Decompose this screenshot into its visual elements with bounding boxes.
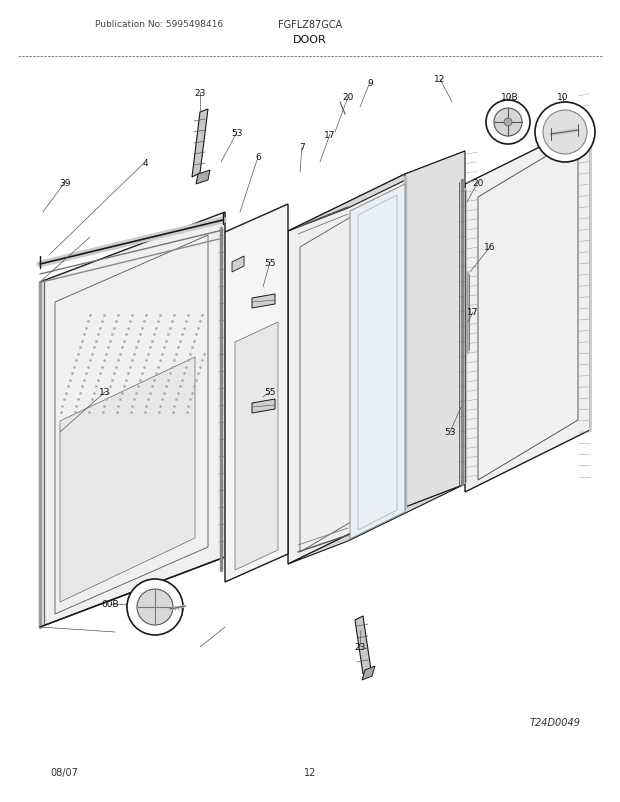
Polygon shape (405, 152, 465, 508)
Text: 20: 20 (472, 178, 484, 187)
Text: 60B: 60B (101, 600, 119, 609)
Text: 39: 39 (60, 178, 71, 187)
Text: 23: 23 (354, 642, 366, 652)
Text: 4: 4 (142, 158, 148, 168)
Text: 10: 10 (557, 92, 569, 101)
Circle shape (486, 101, 530, 145)
Text: 10B: 10B (501, 92, 519, 101)
Text: 17: 17 (324, 131, 336, 140)
Circle shape (127, 579, 183, 635)
Text: 53: 53 (231, 128, 243, 137)
Text: 7: 7 (299, 144, 305, 152)
Text: 20: 20 (342, 93, 353, 103)
Circle shape (535, 103, 595, 163)
Text: 13: 13 (99, 388, 111, 397)
Polygon shape (196, 171, 210, 184)
Text: 17: 17 (467, 308, 479, 317)
Polygon shape (288, 152, 465, 232)
Circle shape (504, 119, 512, 127)
Polygon shape (252, 294, 275, 309)
Text: Publication No: 5995498416: Publication No: 5995498416 (95, 20, 223, 29)
Polygon shape (465, 123, 590, 492)
Text: FGFLZ87GCA: FGFLZ87GCA (278, 20, 342, 30)
Circle shape (543, 111, 587, 155)
Polygon shape (362, 666, 375, 680)
Text: 55: 55 (264, 258, 276, 267)
Polygon shape (350, 184, 405, 539)
Polygon shape (355, 616, 371, 674)
Polygon shape (40, 213, 225, 627)
Text: 23: 23 (194, 88, 206, 97)
Text: T24D0049: T24D0049 (530, 717, 581, 727)
Polygon shape (288, 175, 405, 565)
Text: DOOR: DOOR (293, 35, 327, 45)
Text: 6: 6 (255, 153, 261, 162)
Text: eplacementParts.com: eplacementParts.com (190, 391, 273, 399)
Polygon shape (232, 257, 244, 273)
Polygon shape (252, 399, 275, 414)
Text: 16: 16 (484, 243, 496, 252)
Polygon shape (235, 322, 278, 570)
Text: 53: 53 (445, 428, 456, 437)
Text: 12: 12 (435, 75, 446, 84)
Polygon shape (192, 110, 208, 178)
Polygon shape (60, 358, 195, 602)
Text: 12: 12 (304, 767, 316, 777)
Text: 08/07: 08/07 (50, 767, 78, 777)
Polygon shape (225, 205, 288, 582)
Text: 9: 9 (367, 79, 373, 87)
Circle shape (137, 589, 173, 626)
Circle shape (494, 109, 522, 137)
Polygon shape (288, 484, 465, 565)
Text: 55: 55 (264, 388, 276, 397)
